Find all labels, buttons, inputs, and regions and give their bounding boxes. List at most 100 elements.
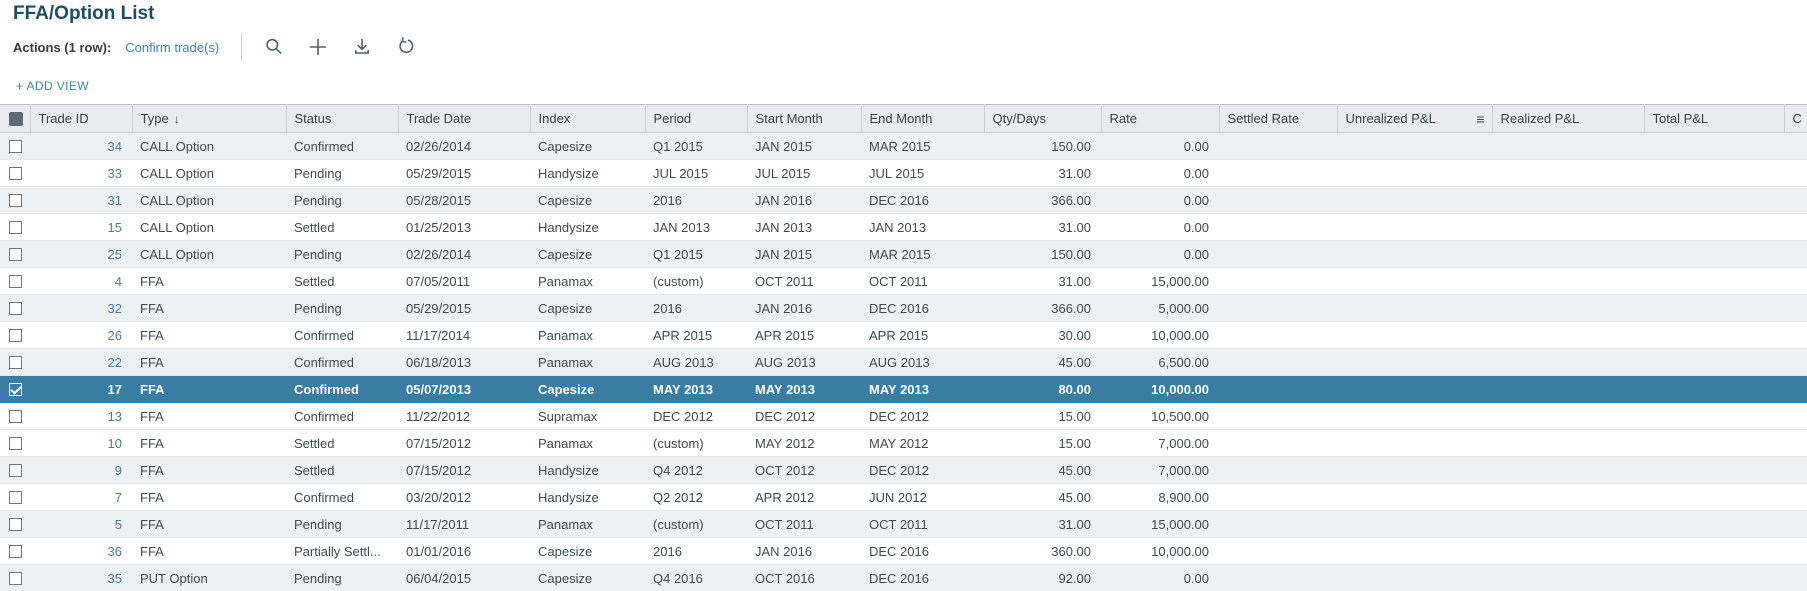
column-label: Index <box>538 111 571 126</box>
trade-id-link[interactable]: 13 <box>107 408 122 424</box>
trade-id-link[interactable]: 32 <box>107 300 122 316</box>
trade-id-link[interactable]: 26 <box>107 327 122 343</box>
select-all-header[interactable] <box>0 104 31 133</box>
row-checkbox[interactable] <box>9 544 22 558</box>
cell-unrealized_pnl <box>1337 267 1492 295</box>
column-header-qty_days[interactable]: Qty/Days <box>984 104 1102 133</box>
download-icon[interactable] <box>350 35 374 59</box>
table-row[interactable]: 34 CALL Option Confirmed 02/26/2014 Capesize… <box>0 132 1807 160</box>
column-menu-icon[interactable]: ≡ <box>1476 111 1485 127</box>
row-checkbox[interactable] <box>9 436 22 450</box>
row-checkbox[interactable] <box>9 247 22 261</box>
cell-trade_date: 11/22/2012 <box>398 402 530 430</box>
table-row[interactable]: 13 FFA Confirmed 11/22/2012 Supramax DEC 2012… <box>0 402 1807 430</box>
table-row[interactable]: 33 CALL Option Pending 05/29/2015 Handysize J… <box>0 159 1807 187</box>
table-row[interactable]: 32 FFA Pending 05/29/2015 Capesize 2016 JAN 20… <box>0 294 1807 322</box>
column-header-settled_rate[interactable]: Settled Rate <box>1219 104 1338 133</box>
undo-icon[interactable] <box>394 35 418 59</box>
row-checkbox[interactable] <box>9 166 22 180</box>
trade-id-link[interactable]: 7 <box>114 489 122 505</box>
cell-extra <box>1784 348 1807 376</box>
cell-qty_days: 15.00 <box>984 429 1101 457</box>
table-row[interactable]: 22 FFA Confirmed 06/18/2013 Panamax AUG 2013 A… <box>0 348 1807 376</box>
cell-rate: 0.00 <box>1101 159 1219 187</box>
trade-id-link[interactable]: 17 <box>107 381 122 397</box>
plus-icon[interactable] <box>306 35 330 59</box>
column-header-rate[interactable]: Rate <box>1101 104 1220 133</box>
table-row[interactable]: 31 CALL Option Pending 05/28/2015 Capesize 20… <box>0 186 1807 214</box>
cell-trade_date: 05/29/2015 <box>398 159 530 187</box>
table-row[interactable]: 35 PUT Option Pending 06/04/2015 Capesize Q4 … <box>0 564 1807 591</box>
cell-unrealized_pnl <box>1337 321 1492 349</box>
row-checkbox[interactable] <box>9 571 22 585</box>
add-view-button[interactable]: + ADD VIEW <box>16 79 90 93</box>
cell-qty_days: 80.00 <box>984 375 1101 403</box>
column-header-period[interactable]: Period <box>645 104 748 133</box>
cell-end_month: JUN 2012 <box>861 483 984 511</box>
table-row[interactable]: 4 FFA Settled 07/05/2011 Panamax (custom) OCT … <box>0 267 1807 295</box>
cell-period: (custom) <box>645 429 747 457</box>
column-header-realized_pnl[interactable]: Realized P&L <box>1492 104 1645 133</box>
cell-extra <box>1784 483 1807 511</box>
row-checkbox[interactable] <box>9 328 22 342</box>
column-header-type[interactable]: Type ↓ <box>132 104 287 133</box>
column-header-start_month[interactable]: Start Month <box>747 104 862 133</box>
trade-id-link[interactable]: 10 <box>107 435 122 451</box>
row-checkbox[interactable] <box>9 139 22 153</box>
row-checkbox[interactable] <box>9 220 22 234</box>
column-header-end_month[interactable]: End Month <box>861 104 985 133</box>
trade-id-link[interactable]: 22 <box>107 354 122 370</box>
trade-id-link[interactable]: 31 <box>107 192 122 208</box>
column-header-trade_id[interactable]: Trade ID <box>30 104 133 133</box>
column-header-index[interactable]: Index <box>530 104 646 133</box>
trade-id-link[interactable]: 33 <box>107 165 122 181</box>
cell-type: CALL Option <box>132 186 286 214</box>
trade-id-link[interactable]: 15 <box>107 219 122 235</box>
row-checkbox[interactable] <box>9 355 22 369</box>
trade-id-link[interactable]: 36 <box>107 543 122 559</box>
column-label: Rate <box>1109 111 1137 126</box>
search-icon[interactable] <box>262 35 286 59</box>
row-checkbox[interactable] <box>9 193 22 207</box>
table-row[interactable]: 15 CALL Option Settled 01/25/2013 Handysize J… <box>0 213 1807 241</box>
cell-realized_pnl <box>1492 456 1644 484</box>
cell-qty_days: 45.00 <box>984 456 1101 484</box>
column-header-total_pnl[interactable]: Total P&L <box>1644 104 1785 133</box>
cell-rate: 15,000.00 <box>1101 267 1219 295</box>
table-row[interactable]: 26 FFA Confirmed 11/17/2014 Panamax APR 2015 A… <box>0 321 1807 349</box>
cell-extra <box>1784 132 1807 160</box>
cell-start_month: JAN 2016 <box>747 537 861 565</box>
table-row[interactable]: 9 FFA Settled 07/15/2012 Handysize Q4 2012 OCT… <box>0 456 1807 484</box>
cell-end_month: DEC 2012 <box>861 456 984 484</box>
row-checkbox[interactable] <box>9 490 22 504</box>
row-checkbox[interactable] <box>9 409 22 423</box>
table-row[interactable]: 36 FFA Partially Settl... 01/01/2016 Capesiz… <box>0 537 1807 565</box>
trade-id-link[interactable]: 34 <box>107 138 122 154</box>
confirm-trades-link[interactable]: Confirm trade(s) <box>125 39 220 55</box>
cell-end_month: APR 2015 <box>861 321 984 349</box>
trade-id-link[interactable]: 9 <box>114 462 122 478</box>
row-checkbox[interactable] <box>9 274 22 288</box>
column-header-unrealized_pnl[interactable]: Unrealized P&L ≡ <box>1337 104 1493 133</box>
column-header-extra[interactable]: C <box>1784 104 1807 133</box>
column-header-status[interactable]: Status <box>286 104 399 133</box>
row-checkbox[interactable] <box>9 463 22 477</box>
trade-id-link[interactable]: 35 <box>107 570 122 586</box>
cell-status: Settled <box>286 213 398 241</box>
row-checkbox[interactable] <box>9 517 22 531</box>
row-checkbox[interactable] <box>9 301 22 315</box>
trade-id-link[interactable]: 5 <box>114 516 122 532</box>
table-row[interactable]: 17 FFA Confirmed 05/07/2013 Capesize MAY 2013… <box>0 375 1807 403</box>
trade-id-link[interactable]: 4 <box>114 273 122 289</box>
table-row[interactable]: 7 FFA Confirmed 03/20/2012 Handysize Q2 2012 A… <box>0 483 1807 511</box>
cell-total_pnl <box>1644 213 1784 241</box>
column-header-trade_date[interactable]: Trade Date <box>398 104 531 133</box>
cell-trade_id: 34 <box>30 132 132 160</box>
select-all-checkbox[interactable] <box>9 111 23 126</box>
table-row[interactable]: 25 CALL Option Pending 02/26/2014 Capesize Q1… <box>0 240 1807 268</box>
table-row[interactable]: 10 FFA Settled 07/15/2012 Panamax (custom) MAY… <box>0 429 1807 457</box>
trade-id-link[interactable]: 25 <box>107 246 122 262</box>
row-checkbox[interactable] <box>9 382 22 396</box>
cell-extra <box>1784 456 1807 484</box>
table-row[interactable]: 5 FFA Pending 11/17/2011 Panamax (custom) OCT … <box>0 510 1807 538</box>
